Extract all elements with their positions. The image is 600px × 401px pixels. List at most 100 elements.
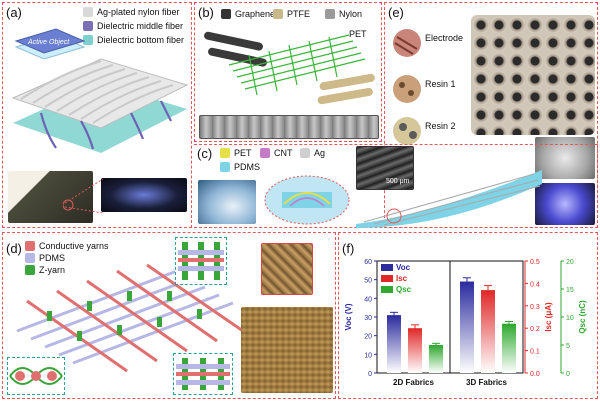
legend-label: Ag	[314, 148, 326, 158]
tick-label: 60	[364, 259, 372, 266]
legend-item: Graphene	[221, 9, 275, 19]
zoom-connector-lines	[63, 178, 104, 214]
fabric-photo-d	[241, 307, 333, 393]
fabric-photo	[8, 171, 93, 223]
tick-label: 5	[566, 343, 570, 350]
tick-label: 0.1	[530, 349, 540, 356]
top-view-inset	[175, 237, 227, 285]
legend-swatch	[221, 9, 231, 19]
active-object-illustration: Active Object	[14, 28, 86, 60]
bar-isc-0	[408, 328, 422, 373]
legend-swatch	[273, 9, 283, 19]
tick-label: 0	[368, 371, 372, 378]
panel-d: (d) Conductive yarns PDMS Z-yarn	[2, 232, 336, 399]
bar-voc-0	[387, 315, 401, 373]
legend-swatch	[381, 275, 393, 282]
legend-swatch	[83, 35, 93, 45]
legend-item: PDMS	[25, 253, 65, 263]
axis-title: Qsc (nC)	[578, 300, 587, 334]
legend-label: Dielectric bottom fiber	[97, 35, 185, 45]
material-swatches	[393, 29, 421, 145]
woven-electrode-illustration: PET	[204, 29, 375, 105]
legend-swatch	[25, 265, 35, 275]
textile-sheet-illustration	[356, 170, 542, 228]
legend-item: Dielectric bottom fiber	[83, 35, 184, 45]
resin1-label: Resin 1	[425, 79, 456, 89]
legend-swatch	[220, 162, 230, 172]
legend-item: Conductive yarns	[25, 241, 109, 251]
3d-woven-fabric-illustration	[16, 263, 244, 373]
panel-b: (b) Graphene PTFE Nylon PET	[194, 2, 382, 142]
panel-f: (f) 0 10 20 30 40 50 60 Voc (V) 0.0 0.1 0.2 0.3 0.4 0…	[338, 232, 598, 399]
panel-c-label: (c)	[197, 146, 213, 161]
legend-label: PET	[234, 148, 252, 158]
legend-label: Ag-plated nylon fiber	[97, 7, 180, 17]
tick-label: 20	[566, 259, 574, 266]
legend-item: Ag-plated nylon fiber	[83, 7, 180, 17]
panel-e: (e) Electrode Resin 1 Resin 2	[384, 2, 598, 228]
tick-label: 10	[364, 352, 372, 359]
legend-swatch	[25, 241, 35, 251]
panel-a: (a) Ag-plated nylon fiber Dielectric midd…	[2, 2, 192, 228]
cross-section-inset	[7, 357, 65, 395]
legend-swatch	[83, 7, 93, 17]
legend-swatch	[381, 264, 393, 271]
legend-item: CNT	[260, 148, 293, 158]
legend-item: PTFE	[273, 9, 310, 19]
panel-c-content: (c) PET CNT Ag PDMS 500 μm	[194, 144, 544, 228]
sem-fiber-photo	[356, 146, 414, 190]
legend-swatch	[260, 148, 270, 158]
category-label: 3D Fabrics	[466, 378, 507, 387]
legend-label: PDMS	[234, 162, 261, 172]
tick-label: 0.4	[530, 281, 540, 288]
tick-label: 15	[566, 287, 574, 294]
legend-label: Z-yarn	[39, 265, 66, 275]
legend-swatch	[25, 253, 35, 263]
axis-title: Voc (V)	[344, 303, 353, 330]
tick-label: 20	[364, 334, 372, 341]
side-view-inset	[173, 353, 233, 395]
legend-item: Nylon	[325, 9, 362, 19]
bar-qsc-1	[502, 323, 516, 373]
printed-lattice	[471, 15, 595, 135]
legend-swatch	[83, 21, 93, 31]
glove-photo	[198, 180, 256, 224]
sem-cross-section	[199, 115, 379, 139]
glowing-fabric-photo	[101, 178, 187, 212]
legend-label: CNT	[274, 148, 293, 158]
category-label: 2D Fabrics	[393, 378, 434, 387]
legend-label: Isc	[396, 274, 408, 283]
tick-label: 0	[566, 371, 570, 378]
bar-voc-1	[460, 281, 474, 373]
knit-fabric-illustration	[11, 58, 189, 153]
panel-a-label: (a)	[6, 5, 22, 20]
fiber-cross-section	[264, 175, 350, 225]
tick-label: 0.0	[530, 371, 540, 378]
bar-isc-1	[481, 290, 495, 373]
panel-c	[194, 144, 598, 228]
tick-label: 0.5	[530, 259, 540, 266]
panel-f-label: (f)	[342, 241, 355, 256]
legend-label: PTFE	[287, 9, 311, 19]
fabric-zoom-photo	[261, 243, 313, 295]
legend-item: Ag	[300, 148, 325, 158]
legend-label: Qsc	[396, 285, 412, 294]
pet-label: PET	[349, 29, 367, 39]
legend-item: PET	[220, 148, 252, 158]
panel-e-label: (e)	[388, 5, 404, 20]
lattice-photo-glow	[535, 183, 595, 225]
tick-label: 0.2	[530, 326, 540, 333]
legend-label: Graphene	[235, 9, 276, 19]
legend-swatch	[300, 148, 310, 158]
bar-qsc-0	[429, 345, 443, 373]
legend-swatch	[325, 9, 335, 19]
scale-bar-label: 500 μm	[386, 178, 410, 185]
tick-label: 0.3	[530, 304, 540, 311]
legend-item: Z-yarn	[25, 265, 65, 275]
axis-title: Isc (μA)	[544, 302, 553, 332]
tick-label: 10	[566, 315, 574, 322]
legend-label: Conductive yarns	[39, 241, 109, 251]
legend-label: Dielectric middle fiber	[97, 21, 184, 31]
tick-label: 50	[364, 278, 372, 285]
